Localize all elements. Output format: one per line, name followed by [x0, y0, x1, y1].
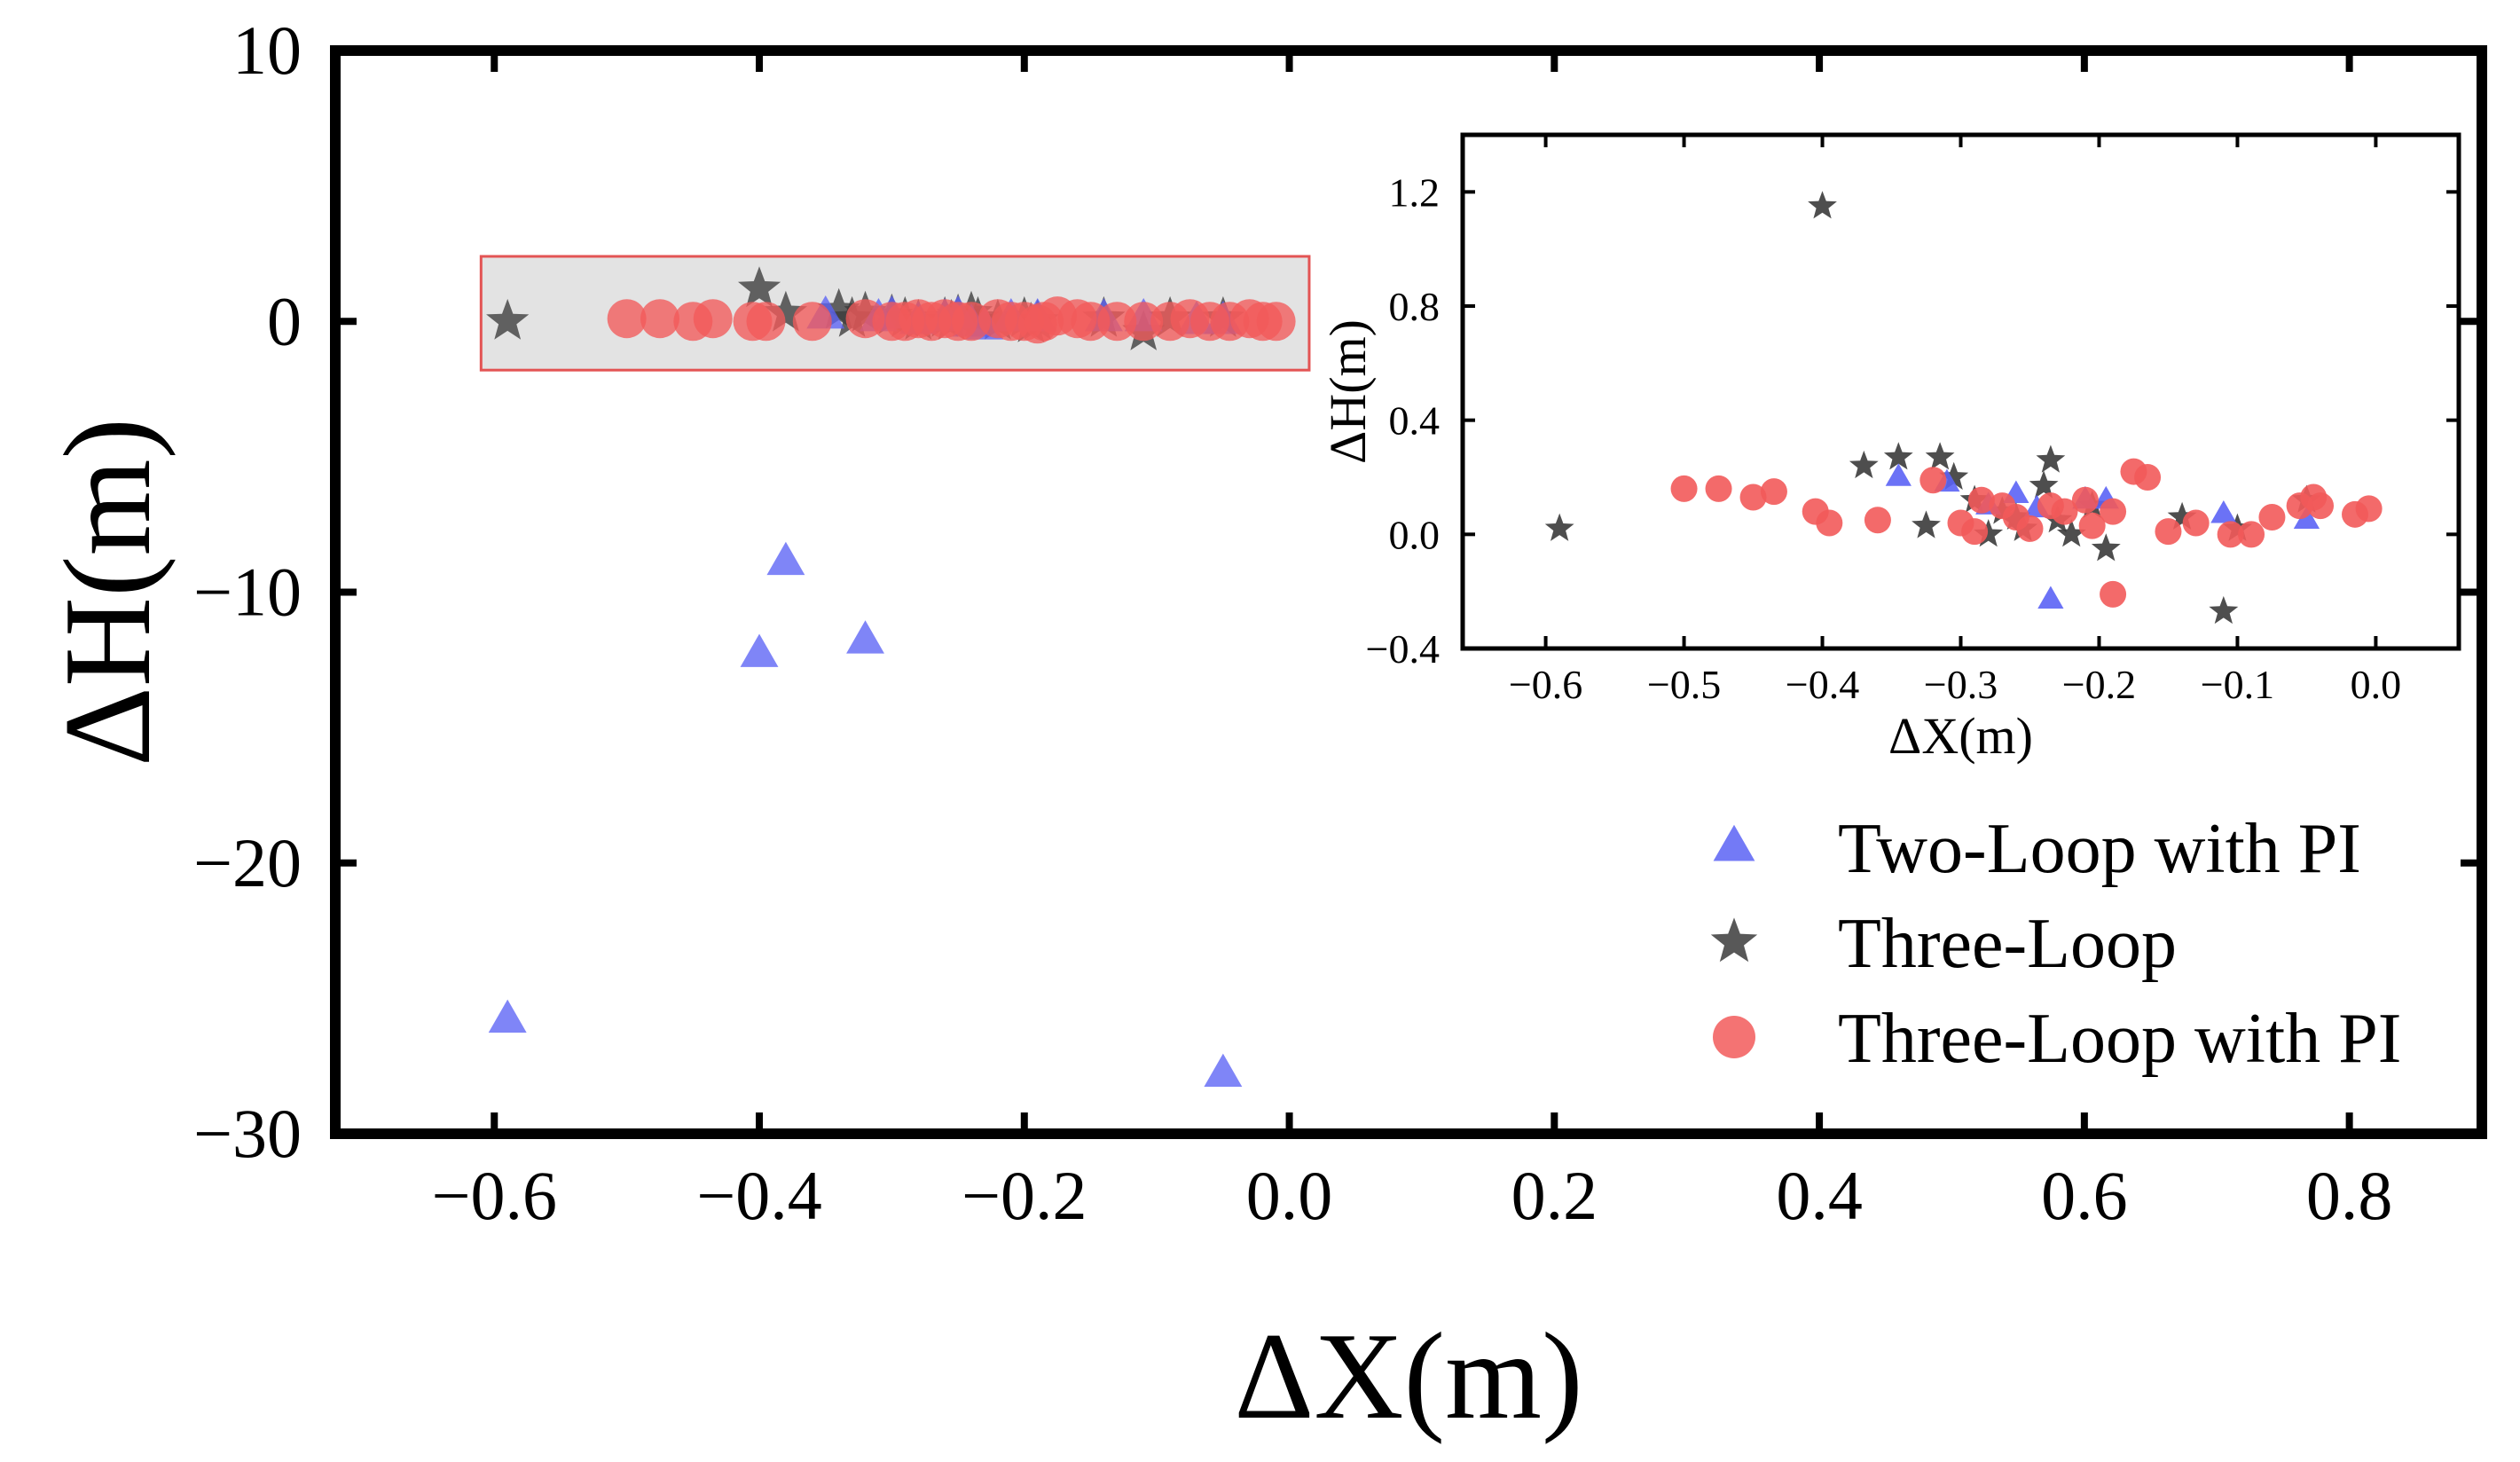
inset-point-star [2056, 519, 2086, 547]
main-point-circle [746, 302, 786, 342]
inset-point-star [2036, 444, 2066, 473]
inset-point-circle [2182, 509, 2210, 537]
inset-plot: −0.6 −0.5 −0.4 −0.3 −0.2 −0.1 0.0 −0.4 0.0 0.4 0.8… [1319, 132, 2461, 765]
main-point-triangle [766, 541, 805, 576]
inset-point-circle [2078, 512, 2106, 539]
inset-y-tick-label: −0.4 [1366, 626, 1440, 672]
main-y-tick-label: −30 [193, 1095, 302, 1172]
main-x-tick-label: 0.8 [2306, 1157, 2393, 1234]
inset-y-tick-label: 0.0 [1389, 512, 1441, 557]
inset-y-tick-label: 0.8 [1389, 284, 1441, 329]
legend-marker-star [1710, 917, 1758, 963]
main-x-tick-label: −0.2 [962, 1157, 1087, 1234]
inset-point-star [1808, 191, 1837, 219]
inset-point-star [2091, 533, 2121, 562]
main-y-tick-label: 0 [267, 282, 302, 359]
inset-point-star [1912, 510, 1941, 538]
inset-x-tick-label: −0.4 [1786, 662, 1859, 707]
inset-point-circle [2134, 464, 2162, 491]
main-point-circle [640, 299, 679, 339]
inset-point-star [2209, 595, 2239, 625]
inset-point-circle [1670, 475, 1698, 502]
inset-point-circle [1967, 486, 1995, 514]
main-point-triangle [846, 620, 884, 654]
inset-point-circle [1760, 478, 1787, 506]
inset-point-circle [1864, 507, 1891, 534]
main-point-star [764, 290, 807, 332]
legend-marker-triangle [1713, 824, 1755, 861]
inset-point-circle [2071, 486, 2099, 514]
main-point-star [486, 298, 530, 340]
main-point-triangle [488, 999, 527, 1034]
inset-x-tick-label: −0.6 [1509, 662, 1582, 707]
main-point-circle [1256, 302, 1296, 342]
inset-point-circle [1739, 483, 1767, 511]
main-series-circle [607, 296, 1296, 344]
legend-label: Three-Loop with PI [1838, 1000, 2401, 1078]
main-point-star [817, 287, 860, 329]
inset-point-circle [2217, 521, 2244, 548]
inset-x-tick-label: −0.2 [2062, 662, 2136, 707]
inset-point-star [2029, 470, 2059, 499]
main-point-circle [792, 302, 832, 342]
main-point-circle [693, 299, 733, 339]
main-x-tick-label: 0.6 [2041, 1157, 2128, 1234]
legend: Two-Loop with PI Three-Loop Three-Loop wit… [1710, 810, 2401, 1078]
main-x-tick-label: −0.6 [432, 1157, 558, 1234]
inset-x-tick-label: 0.0 [2351, 662, 2402, 707]
main-x-axis-title: ΔX(m) [1234, 1308, 1582, 1445]
main-y-tick-label: −20 [193, 824, 302, 901]
inset-point-circle [2100, 580, 2127, 608]
inset-point-circle [2238, 521, 2265, 548]
main-x-tick-label: 0.0 [1246, 1157, 1333, 1234]
inset-point-star [1883, 442, 1913, 470]
main-point-triangle [1204, 1053, 1243, 1088]
inset-point-circle [2016, 515, 2044, 542]
inset-point-star [1849, 450, 1879, 479]
inset-point-star [1939, 461, 1969, 490]
inset-point-circle [2355, 495, 2383, 523]
inset-point-triangle [2293, 506, 2320, 529]
inset-plot-area [1463, 135, 2459, 648]
legend-marker-circle [1713, 1016, 1755, 1058]
inset-x-tick-label: −0.3 [1924, 662, 1998, 707]
inset-point-star [2167, 501, 2197, 530]
inset-point-circle [1961, 518, 1989, 546]
main-x-tick-label: 0.4 [1776, 1157, 1863, 1234]
inset-point-star [1974, 519, 2004, 547]
inset-point-circle [1816, 509, 1843, 537]
main-point-star [738, 266, 781, 308]
inset-y-axis-title: ΔH(m) [1319, 319, 1377, 464]
inset-x-tick-label: −0.5 [1647, 662, 1721, 707]
inset-point-circle [2155, 518, 2182, 546]
inset-point-triangle [2037, 586, 2064, 609]
main-x-tick-label: 0.2 [1511, 1157, 1598, 1234]
main-y-axis-title: ΔH(m) [39, 418, 177, 766]
inset-series-circle [1670, 458, 2383, 608]
inset-point-circle [1919, 467, 1947, 494]
legend-label: Three-Loop [1838, 905, 2177, 983]
inset-x-tick-label: −0.1 [2201, 662, 2274, 707]
inset-x-axis-title: ΔX(m) [1888, 707, 2033, 765]
legend-label: Two-Loop with PI [1838, 810, 2361, 888]
inset-point-circle [2051, 498, 2078, 525]
inset-point-star [1544, 513, 1574, 541]
main-point-triangle [740, 633, 779, 667]
main-x-tick-label: −0.4 [696, 1157, 822, 1234]
inset-point-circle [1705, 475, 1732, 502]
main-y-tick-label: 10 [232, 12, 302, 89]
main-point-circle [607, 299, 647, 339]
inset-y-tick-label: 0.4 [1389, 398, 1441, 444]
inset-point-triangle [1885, 463, 1912, 486]
inset-point-circle [2307, 492, 2335, 520]
inset-point-circle [2258, 504, 2286, 531]
main-y-tick-label: −10 [193, 554, 302, 631]
inset-point-circle [2100, 498, 2127, 525]
inset-point-triangle [2210, 500, 2237, 523]
inset-point-star [1925, 442, 1955, 470]
inset-y-tick-label: 1.2 [1389, 169, 1441, 215]
